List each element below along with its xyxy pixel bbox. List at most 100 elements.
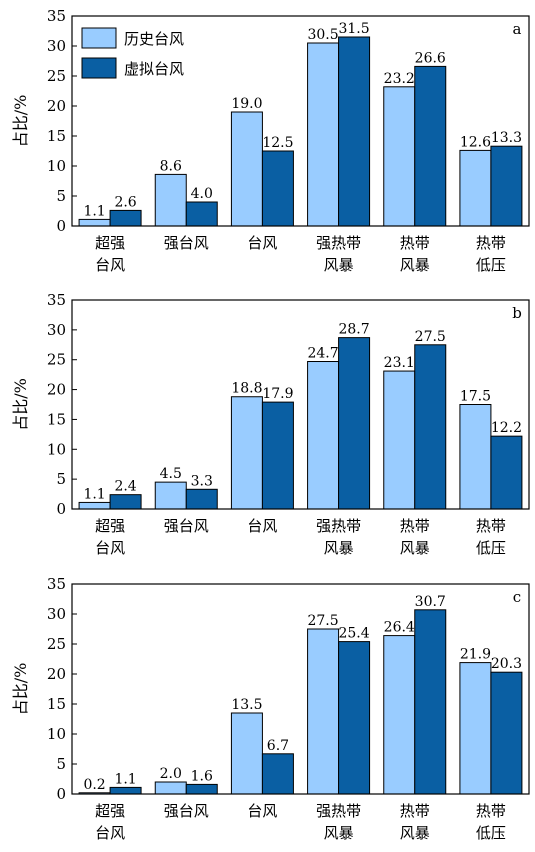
value-label-b-virtual-4: 27.5 <box>415 329 446 345</box>
x-category-label-a-5-1: 低压 <box>476 256 506 274</box>
bar-c-historical-3 <box>307 628 340 795</box>
plot-frame-c <box>71 583 530 795</box>
x-category-label-b-0-1: 台风 <box>95 539 125 557</box>
bar-a-virtual-0 <box>109 209 142 227</box>
x-category-label-c-4-1: 风暴 <box>400 824 430 842</box>
y-tick-label-b-5: 5 <box>56 470 66 488</box>
y-tick-label-c-15: 15 <box>47 695 66 713</box>
y-tick-label-b-25: 25 <box>47 351 66 369</box>
bar-a-virtual-4 <box>414 65 447 227</box>
bar-b-virtual-0 <box>109 494 142 510</box>
x-category-label-a-0-1: 台风 <box>95 256 125 274</box>
bar-c-virtual-4 <box>414 609 447 795</box>
panel-letter-c: c <box>513 588 521 606</box>
panel-letter-b: b <box>512 304 522 322</box>
y-tick-label-c-0: 0 <box>56 785 66 803</box>
bar-c-virtual-5 <box>490 671 523 795</box>
bar-c-historical-1 <box>154 781 187 795</box>
bar-c-virtual-3 <box>338 641 371 795</box>
x-category-label-a-0-0: 超强 <box>95 234 125 252</box>
x-category-label-c-4-0: 热带 <box>400 802 430 820</box>
value-label-c-virtual-0: 1.1 <box>114 771 136 787</box>
bar-c-historical-4 <box>383 635 416 795</box>
value-label-c-historical-4: 26.4 <box>384 620 415 636</box>
value-label-b-virtual-5: 12.2 <box>491 420 522 436</box>
bar-c-virtual-2 <box>261 753 294 795</box>
legend-swatch-virtual <box>81 57 117 79</box>
value-label-c-historical-2: 13.5 <box>231 697 262 713</box>
bar-b-historical-0 <box>78 501 111 510</box>
bar-a-virtual-1 <box>185 201 218 227</box>
bar-b-virtual-2 <box>261 401 294 510</box>
bar-a-historical-3 <box>307 42 340 227</box>
y-tick-label-c-5: 5 <box>56 755 66 773</box>
x-category-label-a-4-1: 风暴 <box>400 256 430 274</box>
y-tick-label-a-35: 35 <box>47 7 66 25</box>
bar-b-historical-5 <box>459 404 492 510</box>
y-tick-label-b-15: 15 <box>47 410 66 428</box>
x-category-label-b-1-0: 强台风 <box>164 517 209 535</box>
x-category-label-c-0-1: 台风 <box>95 824 125 842</box>
y-tick-label-c-35: 35 <box>47 575 66 593</box>
value-label-a-historical-5: 12.6 <box>460 134 491 150</box>
y-tick-label-a-10: 10 <box>47 157 66 175</box>
y-tick-label-a-0: 0 <box>56 217 66 235</box>
value-label-b-virtual-3: 28.7 <box>338 322 369 338</box>
value-label-b-historical-4: 23.1 <box>384 355 415 371</box>
value-label-a-virtual-5: 13.3 <box>491 130 522 146</box>
value-label-c-virtual-4: 30.7 <box>415 594 446 610</box>
value-label-b-historical-3: 24.7 <box>307 346 338 362</box>
bar-b-historical-4 <box>383 370 416 510</box>
bar-b-virtual-4 <box>414 344 447 510</box>
y-tick-label-c-30: 30 <box>47 605 66 623</box>
value-label-c-historical-0: 0.2 <box>83 777 105 793</box>
panel-letter-a: a <box>513 20 522 38</box>
value-label-a-virtual-0: 2.6 <box>114 194 136 210</box>
x-category-label-c-1-0: 强台风 <box>164 802 209 820</box>
bar-b-historical-1 <box>154 481 187 510</box>
bar-a-historical-1 <box>154 173 187 227</box>
chart-panel-c: 0.2 2.0 13.5 27.5 26.4 21.9 1.1 1.6 6.7 25.4 30.7 2… <box>11 575 530 842</box>
value-label-c-virtual-3: 25.4 <box>338 626 369 642</box>
bar-c-virtual-1 <box>185 783 218 795</box>
bar-b-historical-2 <box>230 396 263 510</box>
bar-a-virtual-2 <box>261 150 294 227</box>
value-label-b-historical-2: 18.8 <box>231 381 262 397</box>
y-tick-label-a-30: 30 <box>47 37 66 55</box>
value-label-b-historical-0: 1.1 <box>83 486 105 502</box>
x-category-label-b-4-0: 热带 <box>400 517 430 535</box>
x-category-label-b-4-1: 风暴 <box>400 539 430 557</box>
value-label-b-virtual-1: 3.3 <box>191 473 213 489</box>
x-category-label-b-3-1: 风暴 <box>324 539 354 557</box>
y-axis-title-c: 占比/% <box>11 663 30 716</box>
bar-b-virtual-1 <box>185 488 218 510</box>
bar-a-historical-4 <box>383 86 416 227</box>
bar-a-virtual-5 <box>490 145 523 227</box>
y-tick-label-c-25: 25 <box>47 635 66 653</box>
y-tick-label-a-20: 20 <box>47 97 66 115</box>
x-category-label-b-0-0: 超强 <box>95 517 125 535</box>
y-tick-label-c-10: 10 <box>47 725 66 743</box>
x-category-label-b-5-0: 热带 <box>476 517 506 535</box>
value-label-a-virtual-4: 26.6 <box>415 50 446 66</box>
y-tick-label-b-30: 30 <box>47 321 66 339</box>
y-axis-title-b: 占比/% <box>11 378 30 431</box>
x-category-label-a-1-0: 强台风 <box>164 234 209 252</box>
legend-label-virtual: 虚拟台风 <box>124 60 184 78</box>
legend-swatch-historical <box>81 27 117 49</box>
plot-frame-b <box>71 299 530 510</box>
x-category-label-c-3-0: 强热带 <box>316 802 361 820</box>
y-tick-label-a-25: 25 <box>47 67 66 85</box>
legend-label-historical: 历史台风 <box>124 30 184 48</box>
value-label-c-historical-5: 21.9 <box>460 647 491 663</box>
x-category-label-a-2-0: 台风 <box>247 234 277 252</box>
x-category-label-b-3-0: 强热带 <box>316 517 361 535</box>
bar-b-virtual-5 <box>490 435 523 510</box>
value-label-c-virtual-5: 20.3 <box>491 656 522 672</box>
value-label-a-virtual-2: 12.5 <box>262 135 293 151</box>
value-label-a-historical-2: 19.0 <box>231 96 262 112</box>
x-category-label-a-3-1: 风暴 <box>324 256 354 274</box>
y-tick-label-a-5: 5 <box>56 187 66 205</box>
